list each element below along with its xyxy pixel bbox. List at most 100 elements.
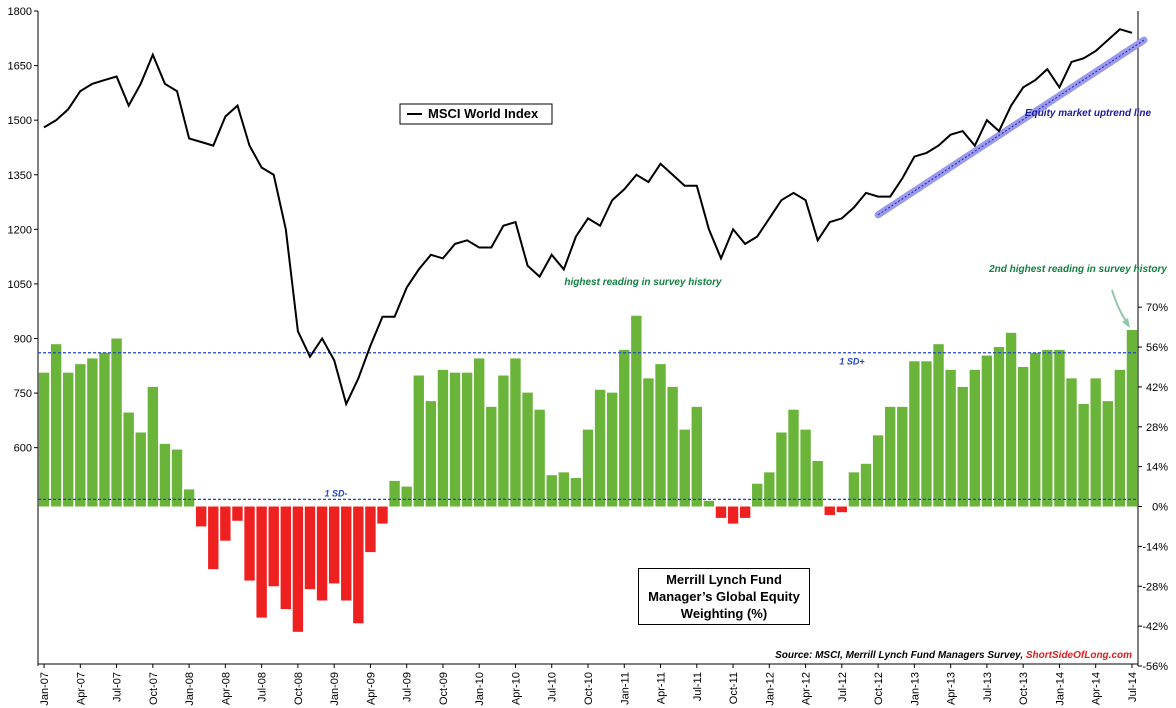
bar xyxy=(739,506,751,518)
bar xyxy=(292,506,304,632)
arrow-head xyxy=(1122,318,1130,328)
bar xyxy=(38,372,50,507)
bar xyxy=(341,506,352,601)
source: Source: MSCI, Merrill Lynch Fund Manager… xyxy=(775,650,1132,661)
x-tick-label: Apr-09 xyxy=(365,672,377,705)
bar xyxy=(957,386,968,507)
x-tick-label: Oct-12 xyxy=(873,672,885,705)
bar xyxy=(147,386,159,507)
bar xyxy=(425,401,437,507)
bar xyxy=(232,506,243,521)
line xyxy=(43,28,1133,407)
legend-box xyxy=(399,103,553,125)
bar xyxy=(389,480,400,507)
y-tick-label: 600 xyxy=(14,443,32,455)
y-tick-label: 900 xyxy=(14,334,32,346)
y2-tick-label: 0% xyxy=(1152,502,1168,514)
x-tick-label: Jan-14 xyxy=(1054,672,1066,706)
x-tick-label: Apr-12 xyxy=(801,672,813,705)
x-tick-label: Jul-13 xyxy=(982,672,994,702)
bar xyxy=(316,506,328,601)
bar xyxy=(486,406,497,507)
bar xyxy=(921,361,932,507)
x-tick-label: Oct-08 xyxy=(293,672,305,705)
bar xyxy=(123,412,134,507)
bar xyxy=(788,409,799,507)
bar xyxy=(812,460,823,507)
bar xyxy=(183,489,195,507)
y-tick-label: 1650 xyxy=(8,61,32,73)
bar xyxy=(776,432,787,507)
y2-tick-label: -14% xyxy=(1142,541,1168,553)
bar xyxy=(63,372,74,507)
x-tick-label: Jan-07 xyxy=(39,672,51,706)
x-tick-label: Oct-10 xyxy=(583,672,595,705)
arrow xyxy=(1111,289,1129,325)
x-tick-label: Jan-10 xyxy=(474,672,486,706)
bar xyxy=(752,483,763,507)
bar xyxy=(1005,332,1017,507)
bar xyxy=(1042,349,1053,507)
bar xyxy=(1114,369,1126,507)
y2-tick-label: 42% xyxy=(1146,382,1168,394)
y2-tick-label: 70% xyxy=(1146,302,1168,314)
bar xyxy=(474,358,485,507)
bar xyxy=(993,347,1005,507)
bar xyxy=(1054,349,1065,507)
x-tick-label: Apr-13 xyxy=(946,672,958,705)
bar xyxy=(945,369,956,507)
x-tick-label: Jan-12 xyxy=(764,672,776,706)
x-tick-label: Jul-14 xyxy=(1127,672,1139,702)
bar xyxy=(328,506,340,584)
x-tick-label: Jul-09 xyxy=(402,672,414,702)
trendline-core xyxy=(877,39,1145,216)
bar xyxy=(135,432,146,507)
x-tick-label: Apr-07 xyxy=(75,672,87,705)
x-tick-label: Oct-09 xyxy=(438,672,450,705)
bar xyxy=(280,506,291,610)
source-text: Source: MSCI, Merrill Lynch Fund Manager… xyxy=(775,650,1023,661)
x-tick-label: Jul-07 xyxy=(112,672,124,702)
bar xyxy=(304,506,316,590)
bar xyxy=(909,361,920,507)
bar xyxy=(933,344,944,507)
y-tick-label: 1200 xyxy=(8,224,32,236)
bar xyxy=(848,472,860,507)
bar xyxy=(836,506,848,513)
bar xyxy=(631,315,642,507)
x-tick-label: Jan-13 xyxy=(909,672,921,706)
bar xyxy=(981,355,993,507)
bar-legend: Merrill Lynch Fund Manager’s Global Equi… xyxy=(638,568,810,625)
bar xyxy=(679,429,690,507)
bar xyxy=(558,472,570,507)
annotation: highest reading in survey history xyxy=(564,277,722,288)
bar xyxy=(1090,378,1101,507)
x-tick-label: Jul-08 xyxy=(257,672,269,702)
bar xyxy=(75,364,86,507)
bar xyxy=(546,475,557,507)
x-tick-label: Jul-12 xyxy=(837,672,849,702)
y-tick-label: 1050 xyxy=(8,279,32,291)
bar xyxy=(824,506,835,516)
bar xyxy=(1017,366,1029,507)
y-tick-label: 1500 xyxy=(8,115,32,127)
bar xyxy=(1078,404,1089,507)
bar xyxy=(606,392,618,507)
bar xyxy=(195,506,207,527)
trend-label: Equity market uptrend line xyxy=(1025,108,1152,119)
x-tick-label: Jul-11 xyxy=(692,672,704,701)
bar xyxy=(353,506,364,624)
legend-label: MSCI World Index xyxy=(428,106,539,121)
bar xyxy=(1030,352,1041,507)
bar xyxy=(449,372,461,507)
bar xyxy=(365,506,376,553)
bar xyxy=(703,500,715,507)
y2-tick-label: -28% xyxy=(1142,581,1168,593)
x-tick-label: Apr-08 xyxy=(220,672,232,705)
x-tick-label: Jul-10 xyxy=(547,672,559,702)
bar xyxy=(1066,378,1077,507)
bar xyxy=(111,338,122,507)
sd-label: 1 SD+ xyxy=(839,357,865,367)
y2-tick-label: 56% xyxy=(1146,342,1168,354)
